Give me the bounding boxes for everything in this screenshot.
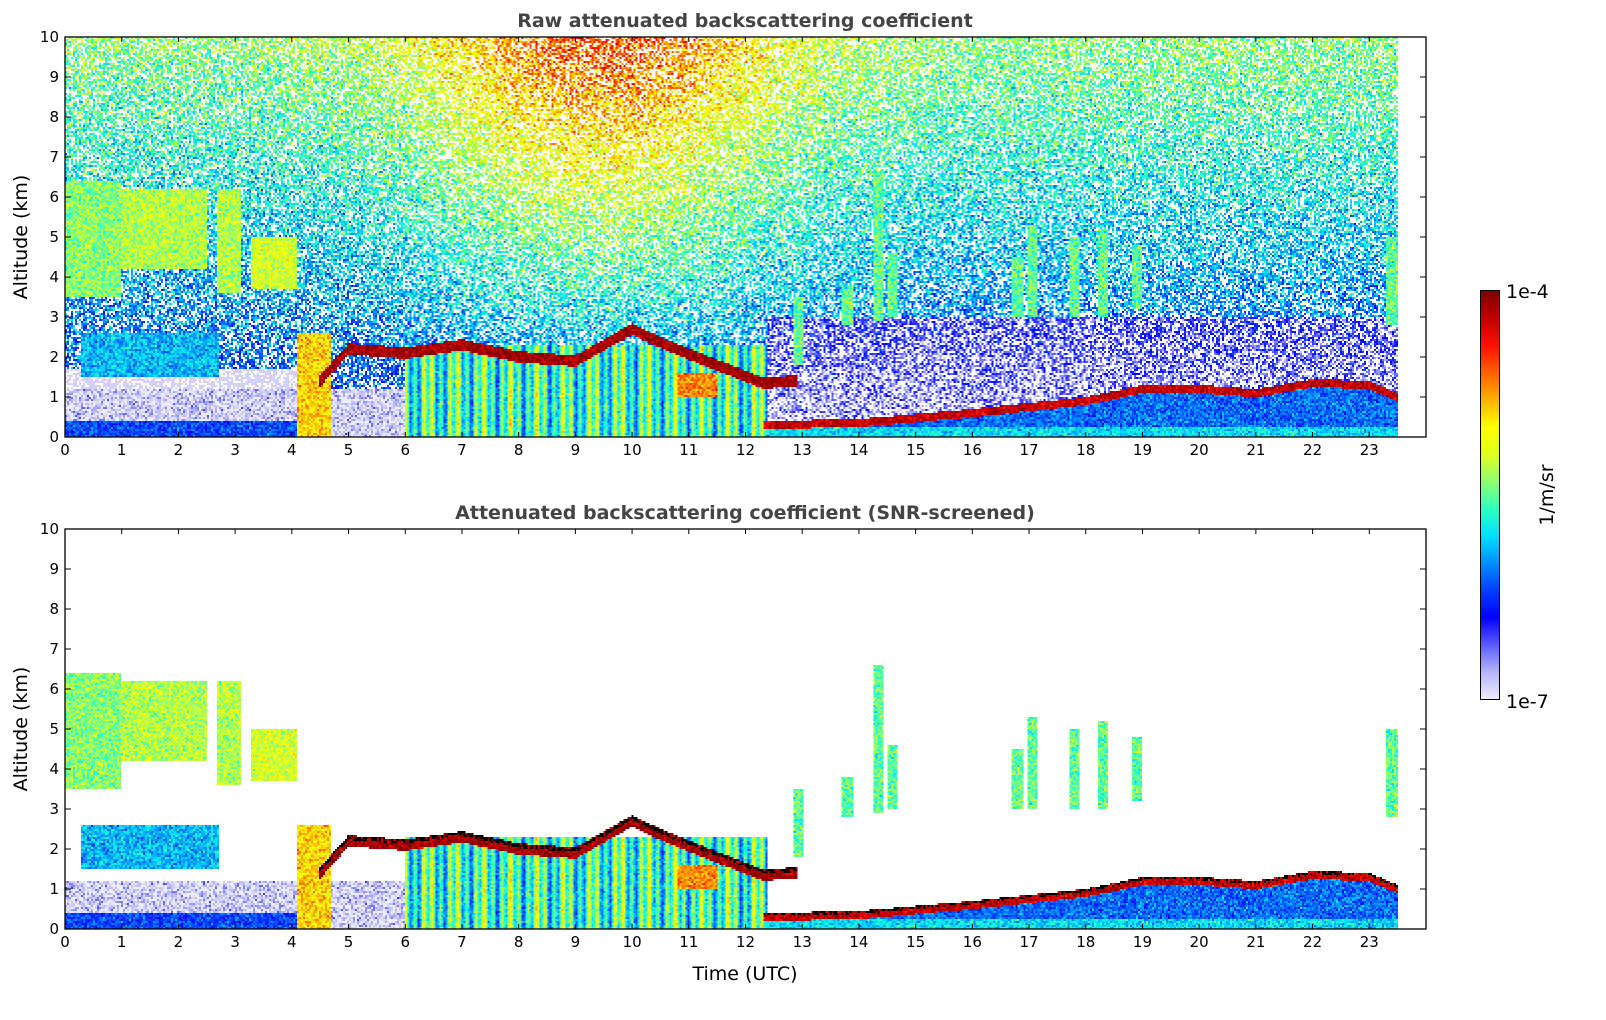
top-chart-title: Raw attenuated backscattering coefficien… bbox=[517, 10, 973, 32]
y-tick-label: 5 bbox=[49, 720, 59, 738]
bottom-chart-title: Attenuated backscattering coefficient (S… bbox=[455, 502, 1035, 524]
y-tick-label: 0 bbox=[49, 428, 59, 446]
x-tick-label: 16 bbox=[963, 933, 982, 951]
x-tick-label: 9 bbox=[571, 441, 581, 459]
x-tick-label: 10 bbox=[623, 441, 642, 459]
y-tick-label: 4 bbox=[49, 760, 59, 778]
x-tick-label: 14 bbox=[849, 441, 868, 459]
x-tick-label: 6 bbox=[400, 933, 410, 951]
y-tick-label: 8 bbox=[49, 600, 59, 618]
colorbar bbox=[1480, 290, 1500, 700]
x-tick-label: 11 bbox=[679, 933, 698, 951]
x-tick-label: 7 bbox=[457, 933, 467, 951]
x-tick-label: 14 bbox=[849, 933, 868, 951]
x-tick-label: 19 bbox=[1133, 441, 1152, 459]
colorbar-max-label: 1e-4 bbox=[1506, 281, 1549, 303]
x-tick-label: 2 bbox=[174, 441, 184, 459]
x-tick-label: 18 bbox=[1076, 441, 1095, 459]
y-tick-label: 7 bbox=[49, 640, 59, 658]
y-tick-label: 1 bbox=[49, 388, 59, 406]
y-tick-label: 0 bbox=[49, 920, 59, 938]
x-tick-label: 20 bbox=[1190, 441, 1209, 459]
y-tick-label: 1 bbox=[49, 880, 59, 898]
x-tick-label: 1 bbox=[117, 441, 127, 459]
x-tick-label: 8 bbox=[514, 441, 524, 459]
top-y-axis-label: Altitude (km) bbox=[10, 175, 32, 300]
x-tick-label: 5 bbox=[344, 441, 354, 459]
x-tick-label: 11 bbox=[679, 441, 698, 459]
x-tick-label: 8 bbox=[514, 933, 524, 951]
y-tick-label: 6 bbox=[49, 188, 59, 206]
colorbar-unit-label: 1/m/sr bbox=[1536, 464, 1558, 525]
x-tick-label: 9 bbox=[571, 933, 581, 951]
y-tick-label: 9 bbox=[49, 68, 59, 86]
x-tick-label: 17 bbox=[1019, 441, 1038, 459]
y-tick-label: 3 bbox=[49, 308, 59, 326]
raw-backscatter-heatmap bbox=[65, 37, 1426, 437]
x-tick-label: 15 bbox=[906, 441, 925, 459]
colorbar-min-label: 1e-7 bbox=[1506, 691, 1549, 713]
x-tick-label: 10 bbox=[623, 933, 642, 951]
x-tick-label: 21 bbox=[1246, 441, 1265, 459]
x-tick-label: 7 bbox=[457, 441, 467, 459]
x-tick-label: 16 bbox=[963, 441, 982, 459]
x-axis-label: Time (UTC) bbox=[691, 963, 797, 985]
x-tick-label: 6 bbox=[400, 441, 410, 459]
x-tick-label: 0 bbox=[60, 933, 70, 951]
x-tick-label: 0 bbox=[60, 441, 70, 459]
x-tick-label: 1 bbox=[117, 933, 127, 951]
y-tick-label: 9 bbox=[49, 560, 59, 578]
plot-frame bbox=[64, 36, 1427, 438]
y-tick-label: 3 bbox=[49, 800, 59, 818]
y-tick-label: 10 bbox=[40, 28, 59, 46]
x-tick-label: 5 bbox=[344, 933, 354, 951]
x-tick-label: 12 bbox=[736, 441, 755, 459]
x-tick-label: 13 bbox=[793, 441, 812, 459]
y-tick-label: 8 bbox=[49, 108, 59, 126]
x-tick-label: 23 bbox=[1360, 441, 1379, 459]
screened-backscatter-heatmap bbox=[65, 529, 1426, 929]
y-tick-label: 10 bbox=[40, 520, 59, 538]
bottom-y-axis-label: Altitude (km) bbox=[10, 667, 32, 792]
x-tick-label: 19 bbox=[1133, 933, 1152, 951]
x-tick-label: 22 bbox=[1303, 933, 1322, 951]
x-tick-label: 2 bbox=[174, 933, 184, 951]
x-tick-label: 20 bbox=[1190, 933, 1209, 951]
x-tick-label: 17 bbox=[1019, 933, 1038, 951]
y-tick-label: 6 bbox=[49, 680, 59, 698]
y-tick-label: 2 bbox=[49, 840, 59, 858]
y-tick-label: 5 bbox=[49, 228, 59, 246]
plot-frame bbox=[64, 528, 1427, 930]
x-tick-label: 3 bbox=[230, 441, 240, 459]
x-tick-label: 18 bbox=[1076, 933, 1095, 951]
x-tick-label: 22 bbox=[1303, 441, 1322, 459]
y-tick-label: 7 bbox=[49, 148, 59, 166]
x-tick-label: 12 bbox=[736, 933, 755, 951]
x-tick-label: 23 bbox=[1360, 933, 1379, 951]
x-tick-label: 4 bbox=[287, 933, 297, 951]
x-tick-label: 4 bbox=[287, 441, 297, 459]
x-tick-label: 15 bbox=[906, 933, 925, 951]
y-tick-label: 4 bbox=[49, 268, 59, 286]
x-tick-label: 3 bbox=[230, 933, 240, 951]
x-tick-label: 13 bbox=[793, 933, 812, 951]
y-tick-label: 2 bbox=[49, 348, 59, 366]
x-tick-label: 21 bbox=[1246, 933, 1265, 951]
